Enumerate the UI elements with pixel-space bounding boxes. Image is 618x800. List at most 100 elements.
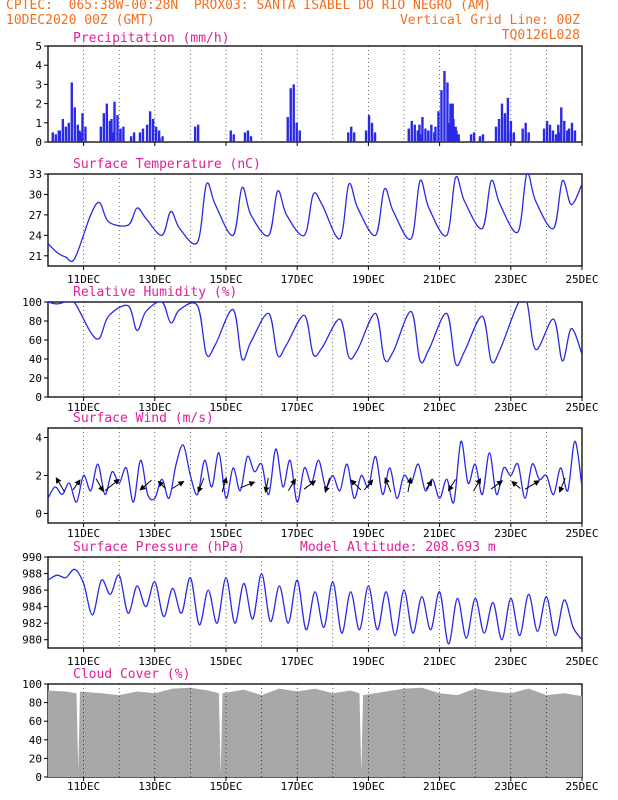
wind-arrow bbox=[363, 479, 374, 491]
precip-bar bbox=[157, 130, 161, 142]
surface_temperature-xtick-label: 17DEC bbox=[281, 273, 314, 286]
surface_wind-xtick-label: 19DEC bbox=[352, 527, 385, 540]
cloud_cover-title: Cloud Cover (%) bbox=[73, 667, 190, 682]
wind-arrow bbox=[490, 480, 503, 490]
precipitation-ytick-label: 4 bbox=[35, 59, 42, 72]
precip-bar bbox=[509, 120, 513, 142]
relative_humidity-frame bbox=[47, 301, 583, 398]
precipitation-title: Precipitation (mm/h) bbox=[73, 31, 230, 46]
precip-bar bbox=[193, 126, 197, 142]
precip-bar bbox=[424, 128, 427, 142]
precip-bar bbox=[196, 124, 200, 142]
precip-bar bbox=[76, 124, 79, 142]
precip-bar bbox=[81, 113, 84, 142]
surface_pressure-ytick-label: 982 bbox=[22, 617, 42, 630]
relative_humidity-xtick-label: 11DEC bbox=[67, 401, 100, 414]
precip-bar bbox=[443, 70, 446, 142]
precip-bar bbox=[554, 134, 558, 142]
precip-bar bbox=[446, 82, 449, 142]
precip-bar bbox=[407, 128, 410, 142]
wind-arrow bbox=[558, 477, 566, 493]
precip-bar bbox=[370, 122, 374, 142]
precip-bar bbox=[472, 132, 476, 142]
precip-bar bbox=[527, 132, 530, 142]
precip-bar bbox=[524, 122, 527, 142]
precip-bar bbox=[145, 124, 149, 142]
surface_pressure-ytick-label: 988 bbox=[22, 568, 42, 581]
precip-bar bbox=[566, 130, 569, 142]
relative_humidity-xtick-label: 15DEC bbox=[209, 401, 242, 414]
cloud_cover-xtick-label: 21DEC bbox=[423, 780, 456, 793]
wind-arrow bbox=[139, 479, 152, 491]
surface_temperature-xtick-label: 11DEC bbox=[67, 273, 100, 286]
cloud_cover-xtick-label: 17DEC bbox=[281, 780, 314, 793]
precip-bar bbox=[298, 130, 301, 142]
surface_temperature-line bbox=[48, 174, 582, 263]
precip-bar bbox=[129, 136, 133, 142]
relative_humidity-line bbox=[48, 302, 582, 367]
cloud_cover-ytick-label: 0 bbox=[35, 771, 42, 784]
precip-bar bbox=[64, 126, 68, 142]
surface_wind-xtick-label: 11DEC bbox=[67, 527, 100, 540]
precip-bar bbox=[229, 130, 232, 142]
precip-bar bbox=[548, 124, 552, 142]
precip-bar bbox=[105, 103, 109, 142]
precip-bar bbox=[246, 130, 250, 142]
surface_pressure-xtick-label: 25DEC bbox=[565, 655, 598, 668]
wind-arrow bbox=[448, 479, 456, 492]
precip-bar bbox=[289, 88, 292, 142]
precip-bar bbox=[58, 130, 62, 142]
relative_humidity-xtick-label: 19DEC bbox=[352, 401, 385, 414]
surface_temperature-ytick-label: 27 bbox=[29, 209, 42, 222]
precip-bar bbox=[410, 120, 413, 142]
wind-arrow bbox=[72, 479, 81, 491]
surface_wind-xtick-label: 21DEC bbox=[423, 527, 456, 540]
wind-arrow bbox=[384, 477, 392, 493]
wind-arrow bbox=[287, 478, 296, 491]
precip-bar bbox=[132, 132, 136, 142]
surface_temperature-frame bbox=[47, 173, 583, 267]
cloud_cover-xtick-label: 25DEC bbox=[565, 780, 598, 793]
wind-arrow bbox=[263, 477, 270, 493]
cloud-cover-area bbox=[48, 687, 582, 777]
precip-bar bbox=[51, 132, 54, 142]
precip-bar bbox=[54, 134, 57, 142]
precip-bar bbox=[141, 128, 145, 142]
surface_pressure-xtick-label: 23DEC bbox=[494, 655, 527, 668]
surface_wind-xtick-label: 23DEC bbox=[494, 527, 527, 540]
precip-bar bbox=[421, 117, 424, 142]
surface_wind-ytick-label: 2 bbox=[35, 470, 42, 483]
relative_humidity-ytick-label: 0 bbox=[35, 391, 42, 404]
precip-bar bbox=[503, 117, 507, 142]
precip-bar bbox=[481, 134, 485, 142]
precip-bar bbox=[67, 122, 70, 142]
precip-bar bbox=[232, 134, 235, 142]
precip-bar bbox=[111, 132, 115, 142]
cloud_cover-panel: 0 20 40 60 80 100 11DEC 13DEC 15DEC 17DEC 19DEC 21D… bbox=[22, 667, 598, 793]
surface_wind-title: Surface Wind (m/s) bbox=[73, 411, 214, 426]
relative_humidity-ytick-label: 20 bbox=[29, 372, 42, 385]
surface_temperature-ytick-label: 30 bbox=[29, 188, 42, 201]
precip-bar bbox=[551, 130, 555, 142]
surface_wind-xtick-label: 17DEC bbox=[281, 527, 314, 540]
wind-arrow bbox=[350, 479, 362, 491]
precip-bar bbox=[347, 132, 350, 142]
precip-bar bbox=[367, 115, 371, 142]
surface_wind-xtick-label: 15DEC bbox=[209, 527, 242, 540]
precip-bar bbox=[454, 126, 457, 142]
precipitation-frame bbox=[47, 45, 583, 143]
precip-bar bbox=[506, 97, 510, 142]
relative_humidity-ytick-label: 80 bbox=[29, 315, 42, 328]
precip-bar bbox=[61, 118, 65, 142]
precip-bar bbox=[418, 124, 421, 142]
precip-bar bbox=[521, 128, 524, 142]
precip-bar bbox=[70, 82, 73, 142]
cloud_cover-xtick-label: 11DEC bbox=[67, 780, 100, 793]
surface_pressure-xtick-label: 19DEC bbox=[352, 655, 385, 668]
cloud_cover-xtick-label: 13DEC bbox=[138, 780, 171, 793]
wind-arrow bbox=[323, 477, 331, 493]
wind-arrow bbox=[240, 481, 256, 489]
relative_humidity-panel: 0 20 40 60 80 100 11DEC 13DEC 15DEC 17DEC 19DEC 21D… bbox=[22, 285, 598, 414]
precip-bar bbox=[512, 132, 516, 142]
surface_temperature-ytick-label: 21 bbox=[29, 250, 42, 263]
